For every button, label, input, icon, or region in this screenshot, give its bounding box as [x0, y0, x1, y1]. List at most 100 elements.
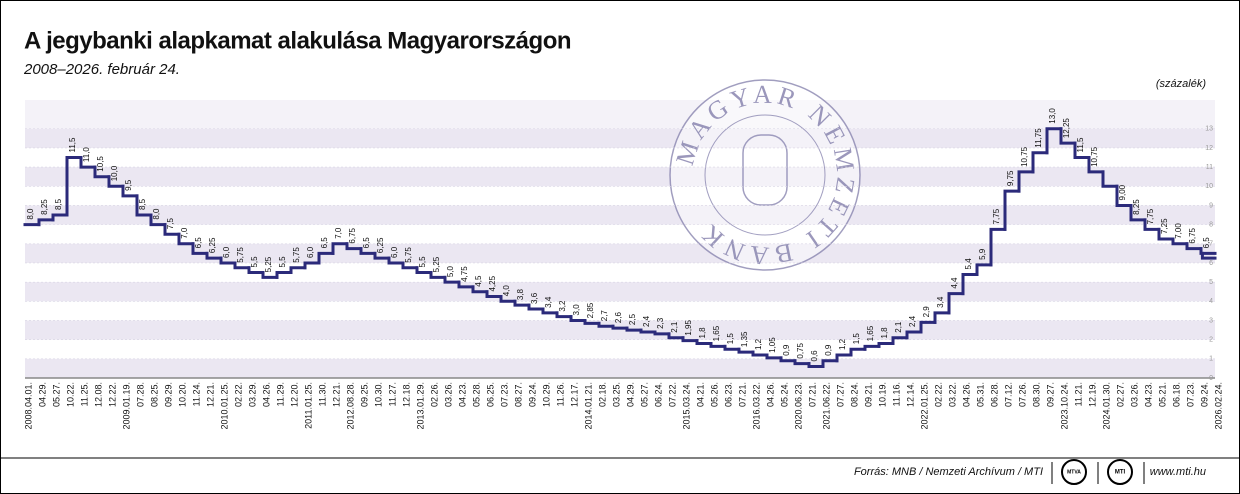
x-tick-label: 04.26. — [261, 382, 271, 407]
step-segment — [1017, 170, 1035, 193]
value-label: 6,75 — [348, 227, 357, 243]
value-label: 8,5 — [54, 198, 63, 210]
step-segment — [905, 330, 923, 340]
x-tick-label: 02.26. — [429, 382, 439, 407]
y-tick-label: 2 — [1209, 336, 1213, 343]
value-label: 5,75 — [404, 247, 413, 263]
step-segment — [541, 307, 559, 315]
value-label: 2,3 — [656, 317, 665, 329]
x-tick-label: 2021.06.22. — [821, 382, 831, 430]
x-tick-label: 03.25. — [611, 382, 621, 407]
value-label: 2,9 — [922, 306, 931, 318]
value-label: 11,75 — [1034, 128, 1043, 148]
x-tick-label: 03.26. — [1129, 382, 1139, 407]
x-tick-label: 2022.01.25. — [919, 382, 929, 430]
x-tick-label: 07.21. — [807, 382, 817, 407]
value-label: 5,75 — [236, 247, 245, 263]
x-tick-label: 02.22. — [933, 382, 943, 407]
y-tick-label: 13 — [1205, 126, 1213, 133]
step-segment — [653, 330, 671, 336]
x-tick-label: 07.26. — [1017, 382, 1027, 407]
value-label: 2,7 — [600, 310, 609, 322]
x-tick-label: 04.21. — [695, 382, 705, 407]
x-tick-label: 2014.01.21. — [583, 382, 593, 430]
x-tick-label: 06.24. — [653, 382, 663, 407]
x-tick-label: 11.24. — [191, 382, 201, 406]
step-segment — [625, 326, 643, 332]
step-segment — [499, 295, 517, 303]
step-segment — [205, 251, 223, 260]
logo — [1061, 459, 1087, 485]
value-label: 7,5 — [166, 218, 175, 230]
step-segment — [93, 165, 111, 179]
value-label: 3,8 — [516, 288, 525, 300]
step-segment — [891, 336, 909, 345]
value-label: 10,75 — [1020, 146, 1029, 167]
x-tick-label: 09.21. — [863, 382, 873, 407]
step-segment — [317, 251, 335, 265]
step-segment — [1101, 170, 1119, 188]
value-label: 6,25 — [376, 237, 385, 253]
grid-band — [25, 167, 1215, 187]
x-tick-label: 12.22. — [107, 382, 117, 407]
value-label: 2,4 — [642, 315, 651, 327]
value-label: 7,00 — [1174, 223, 1183, 239]
x-tick-label: 06.23. — [723, 382, 733, 407]
value-label: 5,25 — [264, 256, 273, 272]
website: www.mti.hu — [1150, 466, 1206, 478]
grid-band — [25, 320, 1215, 340]
step-segment — [877, 341, 895, 348]
value-label: 8,25 — [1132, 199, 1141, 215]
x-tick-label: 05.27. — [51, 382, 61, 407]
step-segment — [961, 272, 979, 296]
value-label: 5,4 — [964, 258, 973, 270]
top-band — [25, 100, 1215, 129]
step-segment — [779, 356, 797, 363]
x-tick-label: 11.21. — [1073, 382, 1083, 406]
value-label: 5,0 — [446, 265, 455, 277]
step-segment — [975, 263, 993, 276]
x-tick-label: 05.26. — [709, 382, 719, 407]
watermark-ring — [704, 114, 826, 236]
step-segment — [555, 311, 573, 319]
value-label: 5,75 — [292, 247, 301, 263]
x-tick-label: 10.19. — [877, 382, 887, 407]
x-tick-label: 03.29. — [247, 382, 257, 407]
grid-band — [25, 358, 1215, 378]
x-tick-label: 11.29. — [275, 382, 285, 406]
step-segment — [1185, 242, 1203, 251]
step-segment — [723, 344, 741, 351]
x-tick-label: 2013.01.29. — [415, 382, 425, 430]
step-segment — [1171, 237, 1189, 246]
step-segment — [807, 362, 825, 368]
x-tick-label: 06.25. — [485, 382, 495, 407]
x-tick-label: 07.22. — [667, 382, 677, 407]
step-segment — [513, 299, 531, 307]
x-tick-label: 07.28. — [135, 382, 145, 407]
x-tick-label: 02.27. — [1115, 382, 1125, 407]
x-tick-label: 12.08. — [93, 382, 103, 407]
step-segment — [303, 261, 321, 270]
step-segment — [1143, 218, 1161, 231]
y-tick-label: 8 — [1209, 221, 1213, 228]
step-segment — [1003, 189, 1021, 231]
y-tick-label: 10 — [1205, 183, 1213, 190]
value-label: 6,5 — [362, 237, 371, 249]
x-tick-label: 07.23. — [499, 382, 509, 407]
x-tick-label: 06.18. — [1171, 382, 1181, 407]
step-segment — [163, 223, 181, 236]
x-tick-label: 08.27. — [513, 382, 523, 407]
x-tick-label: 12.19. — [1087, 382, 1097, 407]
value-label: 6,5 — [194, 237, 203, 249]
x-tick-label: 05.24. — [779, 382, 789, 407]
value-label: 9,00 — [1118, 184, 1127, 200]
value-label: 6,0 — [306, 246, 315, 258]
step-segment — [667, 332, 685, 340]
value-label: 1,8 — [698, 327, 707, 339]
step-segment — [821, 359, 839, 368]
x-tick-label: 10.29. — [541, 382, 551, 407]
grid-band — [25, 205, 1215, 225]
x-tick-label: 12.21. — [205, 382, 215, 407]
value-label: 13,0 — [1048, 108, 1057, 124]
